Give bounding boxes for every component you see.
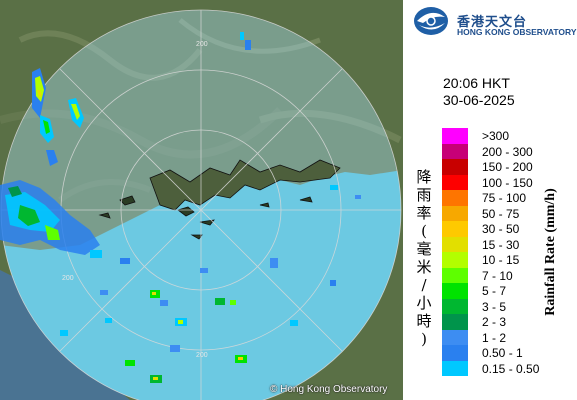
radar-map-canvas: 200 200 200 [0,0,403,400]
legend-label: 1 - 2 [482,330,507,345]
legend-title-zh: 降雨率(毫米 / 小時) [416,168,432,348]
legend-item: 100 - 150 [442,174,577,190]
legend-swatch [442,329,468,345]
rain-echoes [0,32,361,383]
hko-logo-icon [414,7,448,35]
legend-label: 50 - 75 [482,206,520,221]
legend-item: 1 - 2 [442,329,577,345]
legend-item: 15 - 30 [442,236,577,252]
legend-swatch [442,159,468,175]
coastline [98,159,341,240]
legend-label: 2 - 3 [482,315,507,329]
legend-item: 2 - 3 [442,314,577,330]
legend-swatch [442,236,468,252]
range-label-top: 200 [196,41,208,48]
radar-map: 200 200 200 [0,0,403,400]
legend-label: 3 - 5 [482,299,507,314]
legend-swatch [442,128,468,144]
logo-title-zh: 香港天文台 [457,15,528,30]
legend-label: 100 - 150 [482,175,533,190]
legend-item: 200 - 300 [442,143,577,159]
legend-item: 3 - 5 [442,298,577,314]
legend-swatch [442,190,468,206]
legend-item: 75 - 100 [442,190,577,206]
legend-swatch [442,143,468,159]
legend-item: 50 - 75 [442,205,577,221]
legend-label: 0.15 - 0.50 [482,361,540,376]
legend-swatch [442,174,468,190]
copyright-notice: © Hong Kong Observatory [270,384,388,395]
legend-item: 0.50 - 1 [442,345,577,361]
legend-label: 15 - 30 [482,237,520,252]
legend-label: 10 - 15 [482,253,520,267]
observatory-logo: 香港天文台 HONG KONG OBSERVATORY [413,5,577,39]
legend-swatch [442,345,468,361]
legend-swatch [442,283,468,299]
legend-label: 7 - 10 [482,268,513,283]
legend-swatch [442,360,468,376]
legend-item: 10 - 15 [442,252,577,268]
legend-label: >300 [482,129,510,143]
logo-title-en: HONG KONG OBSERVATORY [457,27,577,37]
legend-swatch [442,205,468,221]
legend-swatch [442,267,468,283]
legend-swatch [442,314,468,330]
legend-item: 7 - 10 [442,267,577,283]
info-panel: 香港天文台 HONG KONG OBSERVATORY 20:06 HKT 30… [403,0,577,400]
range-label-left: 200 [62,275,74,282]
legend-label: 0.50 - 1 [482,346,523,360]
radar-date: 30-06-2025 [443,92,515,108]
radar-time: 20:06 HKT [443,75,510,91]
range-label-bottom: 200 [196,352,208,359]
legend-label: 200 - 300 [482,144,533,159]
legend-label: 75 - 100 [482,191,527,205]
legend-label: 150 - 200 [482,160,533,174]
rainfall-legend: >300 200 - 300 150 - 200 100 - 150 75 - 100 5… [442,128,577,376]
legend-swatch [442,298,468,314]
legend-label: 30 - 50 [482,222,520,236]
legend-swatch [442,221,468,237]
legend-swatch [442,252,468,268]
legend-item: 150 - 200 [442,159,577,175]
legend-item: >300 [442,128,577,144]
sea-area [1,170,401,400]
legend-item: 0.15 - 0.50 [442,360,577,376]
legend-item: 5 - 7 [442,283,577,299]
legend-item: 30 - 50 [442,221,577,237]
legend-label: 5 - 7 [482,284,507,298]
